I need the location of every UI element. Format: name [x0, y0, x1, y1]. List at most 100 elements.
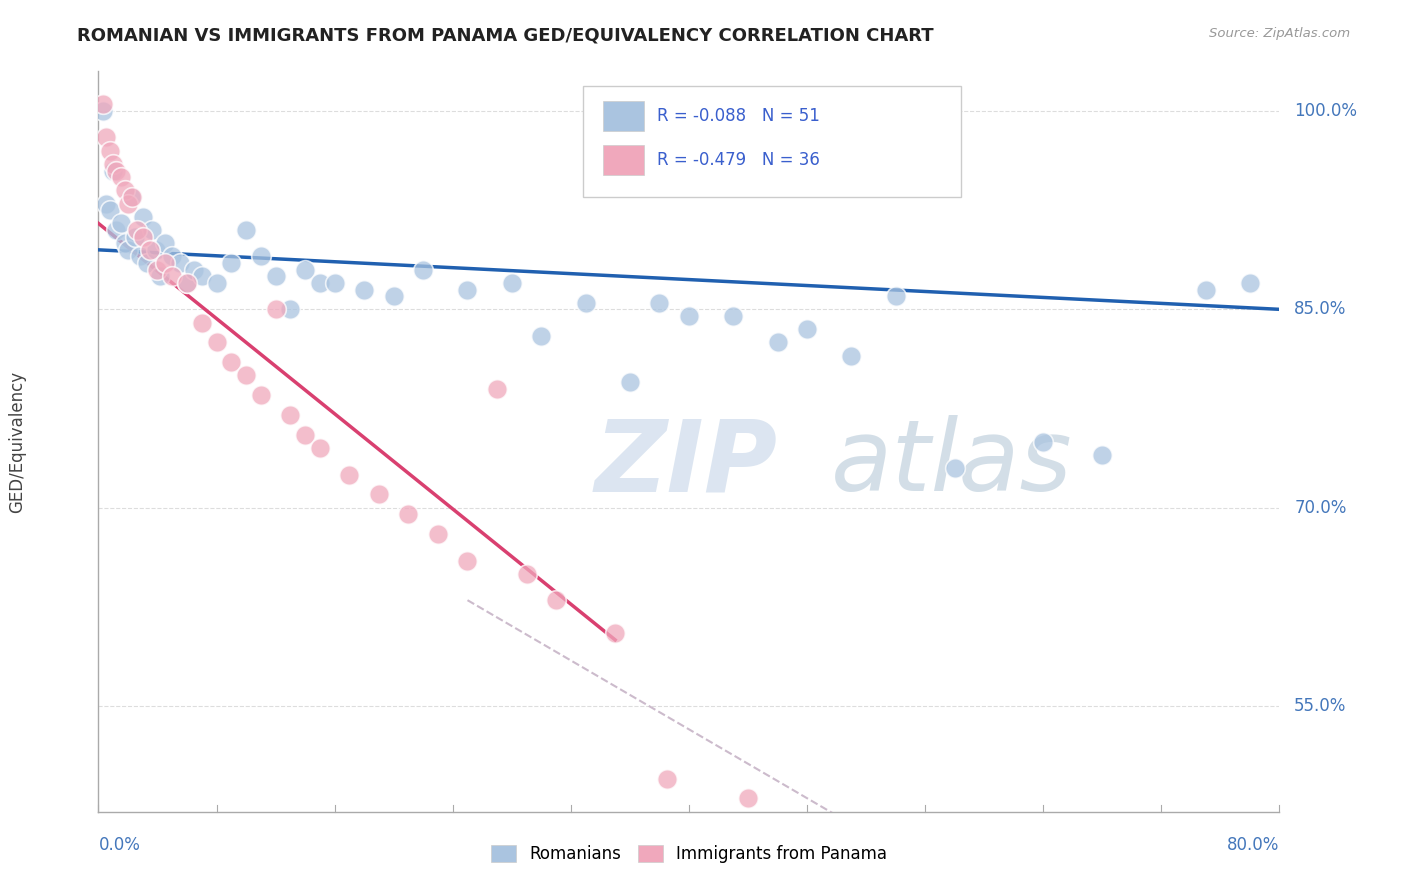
Text: ZIP: ZIP	[595, 416, 778, 512]
Point	[98, 203, 121, 218]
Point	[162, 269, 183, 284]
Text: 0.0%: 0.0%	[98, 836, 141, 854]
Legend: Romanians, Immigrants from Panama: Romanians, Immigrants from Panama	[484, 838, 894, 870]
Point	[117, 243, 139, 257]
Point	[162, 249, 183, 264]
Point	[110, 170, 132, 185]
Point	[309, 276, 332, 290]
Point	[309, 441, 332, 455]
Point	[678, 309, 700, 323]
Point	[1032, 434, 1054, 449]
Text: ROMANIAN VS IMMIGRANTS FROM PANAMA GED/EQUIVALENCY CORRELATION CHART: ROMANIAN VS IMMIGRANTS FROM PANAMA GED/E…	[77, 27, 934, 45]
Point	[235, 368, 257, 383]
Point	[94, 196, 117, 211]
Point	[103, 157, 125, 171]
Point	[382, 289, 405, 303]
Point	[105, 163, 128, 178]
Point	[530, 328, 553, 343]
Point	[141, 223, 163, 237]
Point	[205, 276, 228, 290]
Point	[103, 163, 125, 178]
Point	[98, 144, 121, 158]
Point	[575, 295, 598, 310]
Point	[457, 283, 479, 297]
Point	[280, 302, 302, 317]
Point	[121, 190, 143, 204]
Point	[648, 295, 671, 310]
Point	[110, 216, 132, 230]
Point	[114, 236, 136, 251]
Point	[250, 388, 273, 402]
Point	[191, 316, 214, 330]
Point	[398, 508, 420, 522]
Point	[153, 236, 176, 251]
Point	[766, 335, 789, 350]
Point	[176, 276, 198, 290]
Text: 70.0%: 70.0%	[1295, 499, 1347, 516]
Text: R = -0.479   N = 36: R = -0.479 N = 36	[657, 152, 820, 169]
Point	[205, 335, 228, 350]
Point	[91, 97, 114, 112]
Point	[655, 772, 678, 786]
Point	[250, 249, 273, 264]
Text: GED/Equivalency: GED/Equivalency	[8, 370, 27, 513]
Point	[294, 262, 316, 277]
Point	[723, 309, 745, 323]
Point	[235, 223, 257, 237]
Point	[145, 243, 167, 257]
Point	[91, 103, 114, 118]
Point	[264, 302, 287, 317]
Point	[94, 130, 117, 145]
Point	[516, 566, 538, 581]
Text: R = -0.088   N = 51: R = -0.088 N = 51	[657, 107, 820, 125]
Point	[264, 269, 287, 284]
Point	[619, 375, 641, 389]
Point	[605, 626, 627, 640]
Point	[486, 382, 509, 396]
Bar	[603, 145, 644, 175]
Point	[323, 276, 346, 290]
Point	[105, 223, 128, 237]
Point	[294, 428, 316, 442]
Point	[221, 355, 243, 369]
Point	[796, 322, 818, 336]
Point	[136, 256, 159, 270]
Text: 80.0%: 80.0%	[1227, 836, 1279, 854]
Point	[737, 791, 759, 805]
Point	[149, 269, 172, 284]
Point	[124, 229, 146, 244]
Point	[339, 467, 361, 482]
Point	[368, 487, 391, 501]
Point	[841, 349, 863, 363]
Point	[139, 243, 162, 257]
Point	[1091, 448, 1114, 462]
Point	[183, 262, 205, 277]
Point	[884, 289, 907, 303]
Point	[153, 256, 176, 270]
Point	[546, 593, 568, 607]
Point	[125, 223, 148, 237]
Point	[501, 276, 523, 290]
Point	[280, 408, 302, 422]
Point	[146, 262, 169, 277]
Point	[117, 196, 139, 211]
Point	[169, 256, 191, 270]
Text: atlas: atlas	[831, 416, 1073, 512]
Point	[114, 183, 136, 197]
Text: 55.0%: 55.0%	[1295, 697, 1347, 715]
Point	[221, 256, 243, 270]
Point	[191, 269, 214, 284]
Point	[120, 190, 142, 204]
FancyBboxPatch shape	[582, 87, 960, 197]
Point	[943, 461, 966, 475]
Point	[427, 527, 450, 541]
Point	[457, 553, 479, 567]
Point	[176, 276, 198, 290]
Text: Source: ZipAtlas.com: Source: ZipAtlas.com	[1209, 27, 1350, 40]
Point	[128, 249, 150, 264]
Point	[1239, 276, 1261, 290]
Point	[1195, 283, 1218, 297]
Text: 85.0%: 85.0%	[1295, 301, 1347, 318]
Bar	[603, 101, 644, 130]
Point	[132, 210, 155, 224]
